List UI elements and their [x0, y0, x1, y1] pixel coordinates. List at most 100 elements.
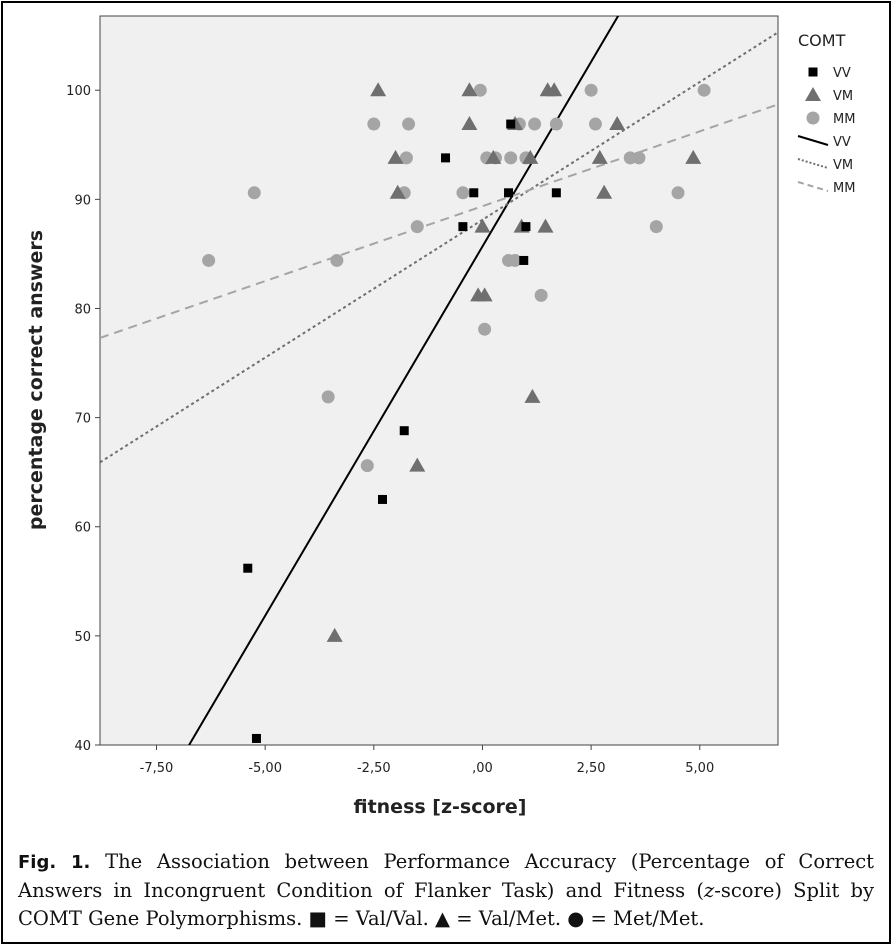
plot-area — [99, 15, 779, 746]
point-vm — [409, 457, 426, 472]
point-vv — [521, 222, 531, 232]
x-tick-label: 2,50 — [577, 761, 606, 776]
legend-triangle-icon — [805, 87, 821, 101]
fit-line-vv — [188, 16, 620, 745]
caption-key3-text: = Met/Met. — [590, 907, 705, 930]
point-vm — [326, 627, 343, 642]
point-mm — [456, 186, 470, 200]
point-mm — [360, 459, 374, 473]
point-mm — [697, 83, 711, 97]
point-vv — [504, 188, 514, 198]
x-axis-label: fitness [z-score] — [353, 796, 526, 818]
point-vv — [506, 119, 516, 129]
figure-caption: Fig. 1. The Association between Performa… — [18, 848, 874, 933]
x-tick-label: 5,00 — [685, 761, 714, 776]
point-mm — [632, 151, 646, 165]
point-vm — [461, 116, 478, 131]
point-vm — [596, 184, 613, 199]
point-mm — [247, 186, 261, 200]
point-vm — [370, 82, 387, 97]
legend-label: MM — [833, 181, 855, 196]
point-mm — [402, 117, 416, 131]
point-vm — [546, 82, 563, 97]
legend-label: VM — [833, 158, 853, 173]
caption-key-circle-icon: ● — [567, 907, 585, 930]
x-axis-ticks: -7,50 -5,00 -2,50 ,00 2,50 5,00 — [140, 745, 714, 776]
fit-lines — [100, 16, 778, 745]
legend-label: VM — [833, 89, 853, 104]
plot-background — [99, 15, 779, 746]
point-vm — [537, 218, 554, 233]
legend-label: MM — [833, 112, 855, 127]
caption-text-part1: The Association between Performance Accu… — [18, 850, 875, 902]
legend-line-dashed-icon — [797, 181, 829, 192]
y-axis-label: percentage correct answers — [25, 230, 47, 530]
point-vv — [243, 563, 253, 573]
point-vm — [474, 218, 491, 233]
legend-label: VV — [833, 135, 851, 150]
legend: COMT VV VM MM VV VM MM — [797, 31, 855, 196]
point-vm — [461, 82, 478, 97]
point-mm — [473, 83, 487, 97]
y-tick-label: 40 — [74, 739, 91, 754]
caption-fig-label: Fig. 1. — [18, 852, 91, 873]
point-vv — [378, 494, 387, 504]
point-mm — [410, 220, 424, 234]
legend-title: COMT — [798, 31, 846, 50]
y-axis-ticks: 40 50 60 70 80 90 100 — [66, 84, 100, 754]
point-vv — [458, 222, 468, 232]
caption-key-square-icon: ■ — [308, 907, 327, 930]
point-mm — [588, 117, 602, 131]
point-vv — [441, 153, 451, 163]
point-mm — [649, 220, 663, 234]
point-mm — [504, 151, 518, 165]
point-vm — [685, 149, 702, 164]
point-mm — [399, 151, 413, 165]
point-vm — [524, 388, 541, 403]
point-mm — [330, 253, 344, 267]
y-tick-label: 80 — [74, 302, 91, 317]
x-tick-label: -2,50 — [357, 761, 391, 776]
point-vm — [389, 184, 406, 199]
scatter-chart: -7,50 -5,00 -2,50 ,00 2,50 5,00 40 50 60 70 80 90 1… — [25, 15, 855, 818]
fit-line-vm — [100, 31, 778, 464]
caption-text-italic: z — [703, 879, 715, 902]
point-mm — [534, 288, 548, 302]
point-vv — [519, 255, 529, 265]
point-vv — [399, 426, 409, 436]
legend-line-solid-icon — [797, 135, 829, 146]
legend-label: VV — [833, 66, 851, 81]
legend-square-icon — [808, 67, 818, 77]
point-mm — [549, 117, 563, 131]
legend-circle-icon — [806, 111, 820, 125]
x-tick-label: ,00 — [472, 761, 493, 776]
point-vm — [387, 149, 404, 164]
point-vm — [522, 149, 539, 164]
y-tick-label: 90 — [74, 193, 91, 208]
y-tick-label: 100 — [66, 84, 91, 99]
point-vm — [485, 149, 502, 164]
point-mm — [584, 83, 598, 97]
point-mm — [367, 117, 381, 131]
point-vv — [469, 188, 479, 198]
point-mm — [478, 322, 492, 336]
y-tick-label: 50 — [74, 630, 91, 645]
point-mm — [528, 117, 542, 131]
point-mm — [508, 253, 522, 267]
point-mm — [671, 186, 685, 200]
point-vv — [551, 188, 561, 198]
x-tick-label: -7,50 — [140, 761, 174, 776]
point-vm — [591, 149, 608, 164]
point-mm — [321, 390, 335, 404]
point-vm — [609, 116, 626, 131]
caption-text-part2: -score) Split by COMT Gene Polymorphisms… — [18, 879, 874, 930]
x-tick-label: -5,00 — [248, 761, 282, 776]
point-vv — [251, 733, 261, 743]
point-vm — [476, 287, 493, 302]
caption-key2-text: = Val/Met. — [456, 907, 562, 930]
legend-line-dotted-icon — [797, 158, 829, 169]
caption-key1-text: = Val/Val. — [333, 907, 429, 930]
y-tick-label: 70 — [74, 412, 91, 427]
caption-key-triangle-icon: ▲ — [435, 907, 451, 930]
point-mm — [202, 253, 216, 267]
